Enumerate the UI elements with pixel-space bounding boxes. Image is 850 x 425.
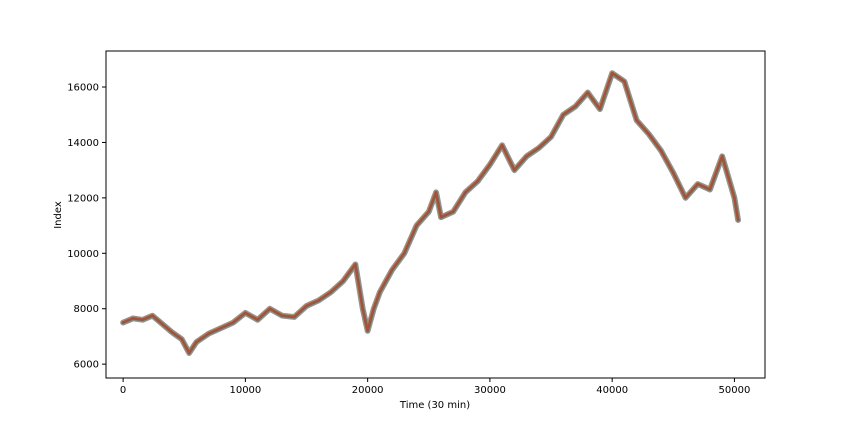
data-point <box>708 188 712 191</box>
data-point <box>586 91 589 94</box>
data-point <box>452 210 455 213</box>
data-point <box>525 155 528 158</box>
y-axis: 6000 8000 10000 12000 14000 16000 <box>67 83 106 371</box>
series-shadow <box>120 70 741 356</box>
data-point <box>476 180 479 183</box>
data-point <box>513 169 516 172</box>
data-point <box>696 182 699 186</box>
data-point <box>317 299 320 302</box>
data-point <box>574 105 577 108</box>
data-point <box>537 146 540 150</box>
data-point <box>549 135 553 139</box>
x-axis: 0 10000 20000 30000 40000 50000 <box>120 378 750 396</box>
data-point <box>427 210 430 213</box>
data-point <box>378 290 381 294</box>
data-point <box>361 307 364 310</box>
data-point <box>635 119 638 122</box>
data-point <box>219 327 223 330</box>
data-point <box>161 322 164 326</box>
data-point <box>501 144 504 147</box>
x-tick-label: 20000 <box>352 385 384 396</box>
data-point <box>647 133 650 136</box>
data-point <box>342 279 345 283</box>
data-point <box>232 321 235 324</box>
y-tick-label: 10000 <box>67 249 99 260</box>
x-tick-label: 40000 <box>596 385 628 396</box>
data-point <box>329 290 333 294</box>
data-point <box>280 314 284 317</box>
data-point <box>170 331 174 334</box>
data-point <box>372 307 375 310</box>
data-point <box>207 332 210 335</box>
data-point <box>611 72 614 75</box>
data-point <box>180 338 183 341</box>
y-tick-label: 16000 <box>67 83 99 94</box>
x-axis-label: Time (30 min) <box>399 400 470 411</box>
data-point <box>415 224 418 227</box>
data-point <box>464 191 467 194</box>
data-point <box>366 329 369 332</box>
data-point <box>244 311 247 314</box>
x-tick-label: 30000 <box>474 385 506 396</box>
data-point <box>305 304 308 308</box>
data-point <box>293 315 296 319</box>
data-point <box>659 149 663 152</box>
data-point <box>737 218 740 222</box>
data-point <box>488 163 492 166</box>
x-tick-label: 10000 <box>229 385 261 396</box>
plot-area: 0 10000 20000 30000 40000 50000 6000 8000 10000… <box>67 50 766 396</box>
data-point <box>439 216 443 219</box>
series-layer <box>120 70 741 356</box>
data-point <box>562 113 565 116</box>
data-point <box>598 108 602 111</box>
y-tick-label: 8000 <box>74 304 99 315</box>
data-point <box>435 191 438 194</box>
data-point <box>122 321 125 324</box>
data-point <box>390 268 394 272</box>
data-point <box>733 196 736 199</box>
y-tick-label: 14000 <box>67 138 99 149</box>
data-point <box>141 318 144 321</box>
data-point <box>131 317 134 320</box>
y-tick-label: 12000 <box>67 193 99 204</box>
data-point <box>672 171 675 175</box>
data-point <box>354 263 357 266</box>
data-point <box>684 196 687 199</box>
data-point <box>403 252 406 255</box>
data-point <box>188 351 191 355</box>
data-point <box>721 155 724 158</box>
y-axis-label: Index <box>53 201 64 229</box>
y-tick-label: 6000 <box>74 360 99 371</box>
data-point <box>151 314 154 317</box>
data-point <box>195 340 198 344</box>
plot-frame <box>105 50 766 379</box>
data-point <box>256 318 259 321</box>
x-tick-label: 0 <box>120 385 126 396</box>
data-point <box>623 80 626 83</box>
x-tick-label: 50000 <box>719 385 751 396</box>
data-point <box>268 307 271 310</box>
